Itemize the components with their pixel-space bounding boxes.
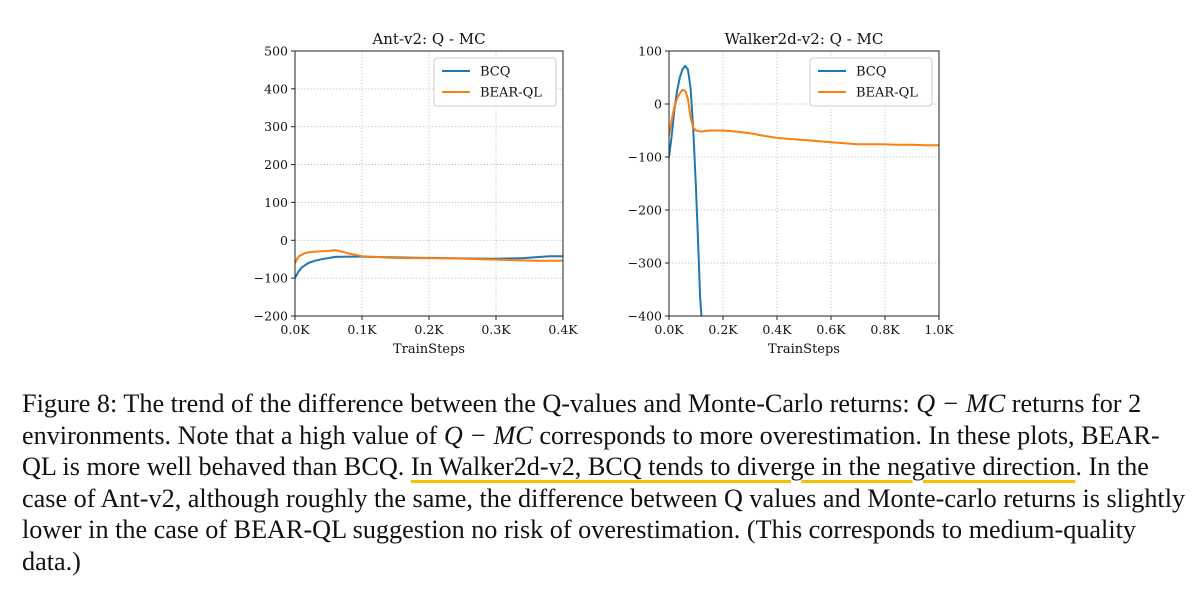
chart-0-xtick-label-1: 0.1K xyxy=(347,322,377,337)
caption-text-2: returns for 2 environments. Note that a … xyxy=(22,389,1142,450)
chart-0-ytick-label-6: 400 xyxy=(264,81,288,96)
chart-1-ytick-label-5: 100 xyxy=(638,44,662,59)
chart-1-ytick-label-3: −100 xyxy=(628,150,662,165)
chart-0-group: 0.0K 0.1K 0.2K 0.3K 0.4K −200 −100 0 100 200 300 40… xyxy=(254,30,579,357)
chart-1-xtick-label-5: 1.0K xyxy=(924,322,954,337)
chart-1-ytick-label-4: 0 xyxy=(654,97,662,112)
caption-math-q-mc-2: Q − MC xyxy=(443,420,533,450)
chart-0-legend-label-1: BEAR-QL xyxy=(480,86,542,101)
chart-0-ytick-label-2: 0 xyxy=(280,233,288,248)
chart-0-ytick-label-4: 200 xyxy=(264,157,288,172)
chart-1-xlabel: TrainSteps xyxy=(768,342,840,357)
chart-1-xtick-label-2: 0.4K xyxy=(762,322,792,337)
chart-0-xtick-label-4: 0.4K xyxy=(548,322,578,337)
chart-1-ytick-label-2: −200 xyxy=(628,203,662,218)
chart-0-ytick-label-3: 100 xyxy=(264,195,288,210)
chart-1-xtick-label-1: 0.2K xyxy=(708,322,738,337)
chart-0-line-bear-ql xyxy=(295,249,563,264)
chart-0-ytick-label-5: 300 xyxy=(264,119,288,134)
caption-math-q-mc: Q − MC xyxy=(916,389,1006,418)
chart-1-plot-frame xyxy=(668,50,940,317)
chart-0-xlabel: TrainSteps xyxy=(393,342,465,357)
chart-0-legend-label-0: BCQ xyxy=(480,65,510,80)
chart-1-group: 0.0K 0.2K 0.4K 0.6K 0.8K 1.0K −400 −300 −200 −100… xyxy=(628,30,955,357)
chart-0-xtick-label-0: 0.0K xyxy=(280,322,310,337)
chart-1-ytick-label-0: −400 xyxy=(628,309,662,324)
chart-1-xtick-label-0: 0.0K xyxy=(654,322,684,337)
chart-1-title: Walker2d-v2: Q - MC xyxy=(725,30,884,48)
chart-1-ytick-label-1: −300 xyxy=(628,256,662,271)
caption-paragraph: Figure 8: The trend of the difference be… xyxy=(22,388,1187,577)
chart-1-line-bear-ql xyxy=(669,88,939,147)
chart-0-ytick-label-1: −100 xyxy=(254,271,288,286)
chart-0-xtick-label-2: 0.2K xyxy=(414,322,444,337)
caption-text-4: . In the case of Ant-v2, although roughl… xyxy=(22,452,1186,576)
chart-1-xtick-label-4: 0.8K xyxy=(870,322,900,337)
chart-0-title: Ant-v2: Q - MC xyxy=(371,30,485,48)
chart-1-xtick-label-3: 0.6K xyxy=(816,322,846,337)
chart-0-xtick-label-3: 0.3K xyxy=(481,322,511,337)
chart-1-legend-label-1: BEAR-QL xyxy=(856,86,918,101)
caption-lead: Figure 8: The trend of the difference be… xyxy=(22,389,917,418)
chart-0-ytick-label-0: −200 xyxy=(254,309,288,324)
chart-1-line-bcq xyxy=(669,64,703,316)
chart-0-ytick-label-7: 500 xyxy=(264,44,288,59)
caption-highlight: In Walker2d-v2, BCQ tends to diverge in … xyxy=(410,452,1076,481)
figure-caption: Figure 8: The trend of the difference be… xyxy=(22,388,1187,577)
figure-charts: 0.0K 0.1K 0.2K 0.3K 0.4K −200 −100 0 100 200 300 40… xyxy=(254,30,955,357)
caption-text-3: corresponds to more overestimation. In t… xyxy=(22,420,1160,482)
chart-1-legend-label-0: BCQ xyxy=(856,65,886,80)
